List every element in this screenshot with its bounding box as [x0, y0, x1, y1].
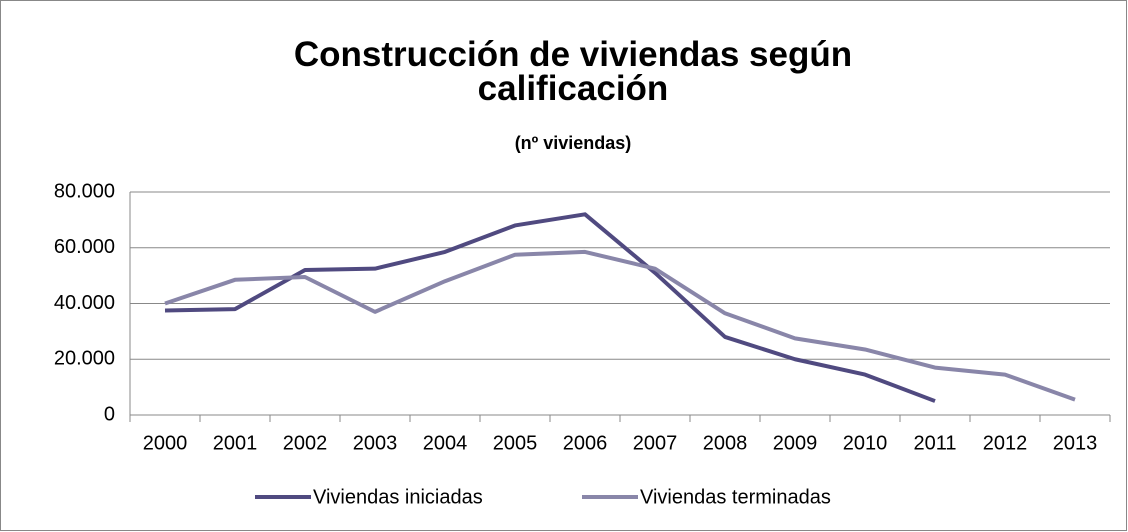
x-tick-label: 2007 [633, 432, 678, 454]
x-tick-label: 2004 [423, 432, 468, 454]
legend-label: Viviendas iniciadas [313, 486, 483, 508]
y-tick-label: 60.000 [54, 236, 115, 258]
x-tick-label: 2006 [563, 432, 608, 454]
x-tick-label: 2002 [283, 432, 328, 454]
series-line [164, 249, 1076, 402]
x-tick-label: 2001 [213, 432, 258, 454]
y-tick-label: 40.000 [54, 292, 115, 314]
x-tick-label: 2012 [983, 432, 1028, 454]
x-tick-label: 2000 [143, 432, 188, 454]
x-tick-label: 2010 [843, 432, 888, 454]
chart-subtitle: (nº viviendas) [514, 133, 632, 153]
x-tick-label: 2009 [773, 432, 818, 454]
x-tick-label: 2011 [913, 432, 956, 454]
y-tick-label: 80.000 [54, 180, 115, 202]
x-tick-label: 2003 [353, 432, 398, 454]
legend-label: Viviendas terminadas [640, 486, 831, 508]
y-tick-label: 0 [104, 403, 115, 425]
x-tick-label: 2005 [493, 432, 538, 454]
x-tick-label: 2008 [703, 432, 748, 454]
chart-title: Construcción de viviendas según califica… [293, 35, 853, 108]
x-tick-label: 2013 [1053, 432, 1098, 454]
y-tick-label: 20.000 [54, 348, 115, 370]
